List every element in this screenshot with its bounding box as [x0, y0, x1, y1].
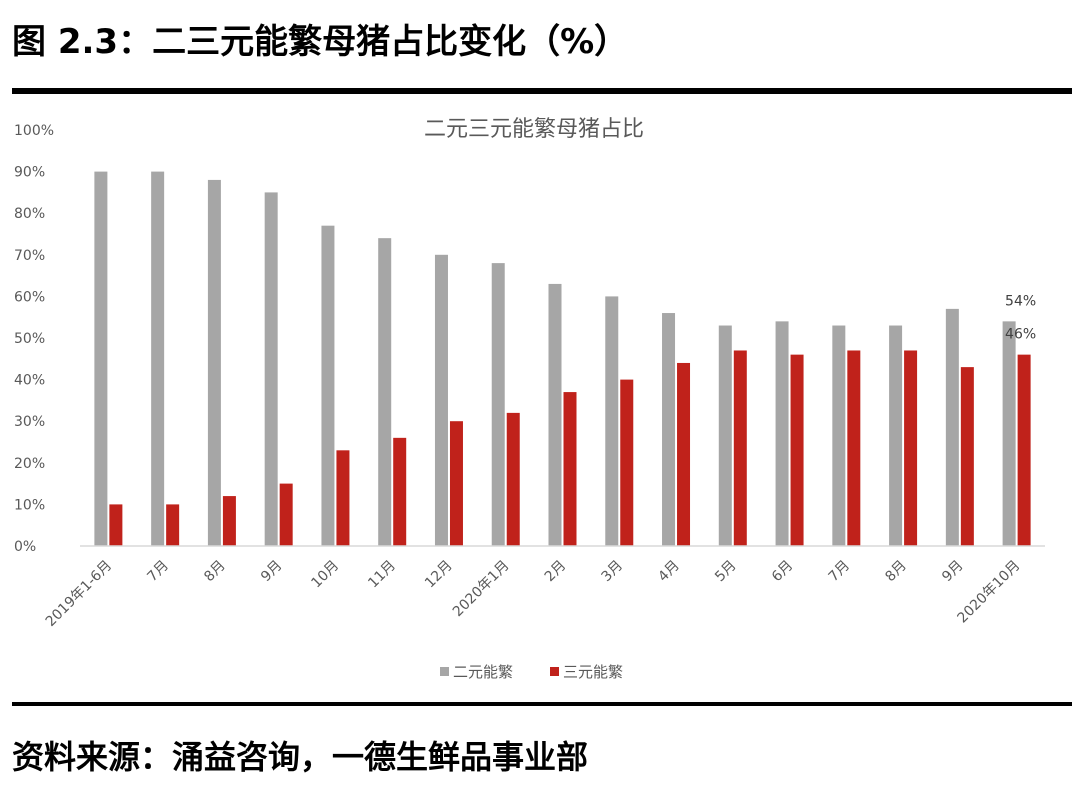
x-tick-label: 12月 [422, 558, 456, 592]
bar-binary-sow [718, 325, 732, 546]
bar-binary-sow [1002, 321, 1016, 546]
y-tick-label: 40% [14, 373, 45, 389]
bar-ternary-sow [1017, 354, 1031, 546]
y-axis: 0% 10% 20% 30% 40% 50% 60% 70% 80% 90% 100% [14, 123, 54, 555]
y-tick-label: 70% [14, 248, 45, 264]
legend-swatch [550, 667, 559, 676]
bar-ternary-sow [847, 350, 861, 546]
bar-binary-sow [151, 171, 165, 546]
bar-ternary-sow [222, 496, 236, 546]
bar-binary-sow [264, 192, 278, 546]
x-tick-label: 9月 [939, 558, 967, 586]
y-tick-label: 20% [14, 456, 45, 472]
bar-chart: 二元三元能繁母猪占比 0% 10% 20% 30% 40% 50% 60% 70% 80% 90%… [14, 117, 1045, 681]
x-tick-label: 2019年1-6月 [43, 558, 115, 630]
y-tick-label: 50% [14, 331, 45, 347]
x-tick-label: 2月 [542, 558, 570, 586]
x-tick-label: 2020年1月 [450, 558, 513, 621]
x-tick-label: 7月 [144, 558, 172, 586]
data-label: 54% [1005, 293, 1036, 309]
x-tick-label: 7月 [826, 558, 854, 586]
data-labels: 54% 46% [1005, 293, 1036, 342]
y-tick-label: 100% [14, 123, 54, 139]
x-tick-label: 9月 [258, 558, 286, 586]
bar-binary-sow [832, 325, 846, 546]
bar-ternary-sow [109, 504, 123, 546]
y-tick-label: 0% [14, 539, 36, 555]
bar-binary-sow [491, 263, 505, 546]
bar-binary-sow [889, 325, 903, 546]
y-tick-label: 80% [14, 206, 45, 222]
bar-binary-sow [207, 179, 221, 547]
bar-binary-sow [775, 321, 789, 546]
bar-ternary-sow [279, 483, 293, 546]
bar-ternary-sow [677, 362, 691, 546]
y-tick-label: 10% [14, 497, 45, 513]
y-tick-label: 30% [14, 414, 45, 430]
x-tick-label: 6月 [769, 558, 797, 586]
x-tick-label: 11月 [365, 558, 399, 592]
x-tick-label: 10月 [308, 558, 342, 592]
bar-ternary-sow [620, 379, 634, 546]
bar-ternary-sow [166, 504, 180, 546]
bar-ternary-sow [393, 437, 407, 546]
legend-swatch [440, 667, 449, 676]
bar-binary-sow [378, 238, 392, 546]
bottom-rule [12, 702, 1072, 706]
bar-binary-sow [605, 296, 619, 546]
bar-ternary-sow [904, 350, 918, 546]
legend-label: 三元能繁 [563, 663, 623, 681]
bar-binary-sow [434, 254, 448, 547]
y-tick-label: 60% [14, 289, 45, 305]
bar-binary-sow [662, 313, 676, 546]
legend: 二元能繁 三元能繁 [440, 663, 623, 681]
x-tick-label: 8月 [201, 558, 229, 586]
figure-title: 图 2.3：二三元能繁母猪占比变化（%） [12, 22, 629, 62]
bar-ternary-sow [506, 412, 520, 546]
bar-ternary-sow [790, 354, 804, 546]
data-label: 46% [1005, 327, 1036, 343]
bar-ternary-sow [960, 367, 974, 546]
bar-ternary-sow [733, 350, 747, 546]
x-tick-label: 8月 [882, 558, 910, 586]
y-tick-label: 90% [14, 165, 45, 181]
bar-ternary-sow [336, 450, 350, 546]
x-tick-label: 4月 [655, 558, 683, 586]
bar-binary-sow [321, 225, 335, 546]
bar-ternary-sow [563, 392, 577, 546]
bar-binary-sow [945, 308, 959, 546]
bars [94, 171, 1031, 547]
source-note: 资料来源：涌益咨询，一德生鲜品事业部 [12, 738, 589, 776]
bar-binary-sow [548, 283, 562, 546]
chart-title: 二元三元能繁母猪占比 [424, 117, 644, 142]
x-tick-label: 5月 [712, 558, 740, 586]
x-tick-label: 3月 [599, 558, 627, 586]
bar-binary-sow [94, 171, 108, 546]
top-rule [12, 88, 1072, 94]
bar-ternary-sow [449, 421, 463, 546]
legend-label: 二元能繁 [453, 663, 513, 681]
